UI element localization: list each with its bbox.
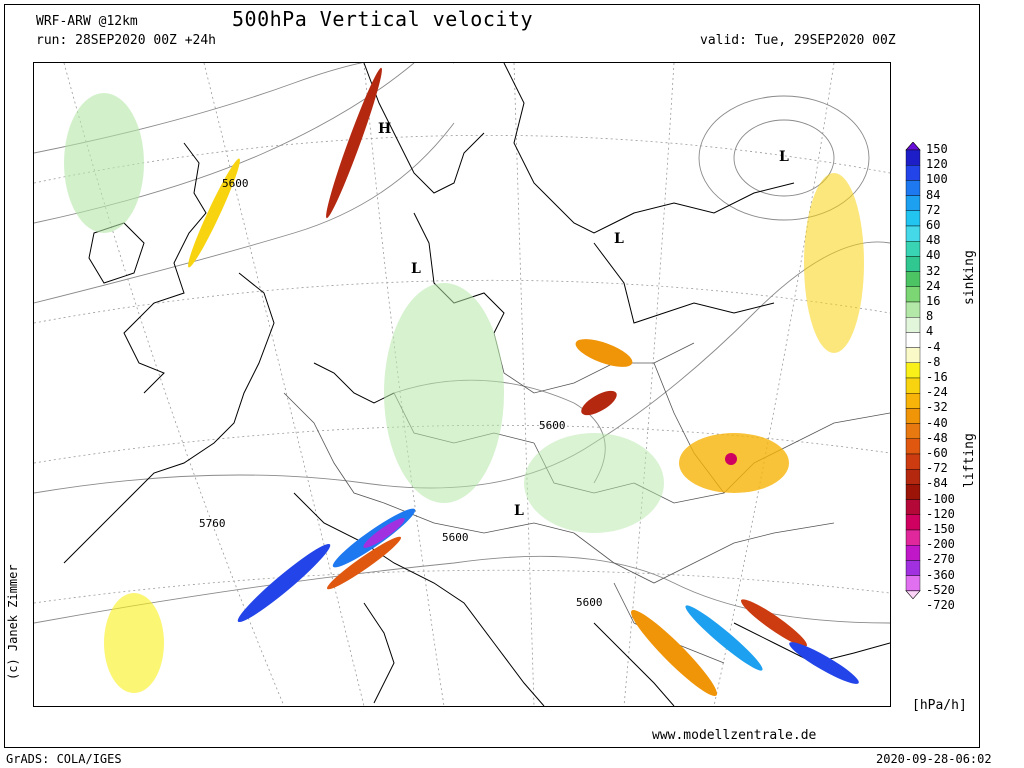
legend-swatch	[905, 195, 921, 211]
legend-swatch	[905, 484, 921, 500]
legend-swatch	[905, 453, 921, 470]
legend-tick-label: -720	[926, 598, 955, 612]
velocity-field	[64, 67, 864, 697]
legend-tick-label: -16	[926, 370, 948, 384]
legend-swatch	[905, 210, 921, 227]
legend-swatch	[905, 438, 921, 455]
legend-tick-label: 40	[926, 248, 941, 263]
color-legend-bar	[905, 142, 921, 600]
legend-tick-label: -32	[926, 400, 948, 415]
legend-tick-label: -150	[926, 522, 955, 536]
legend-tick-label: -48	[926, 430, 948, 445]
coastlines	[63, 63, 890, 706]
legend-tick-label: 100	[926, 172, 948, 187]
legend-tick-label: -100	[926, 491, 955, 506]
legend-swatch	[905, 575, 921, 592]
legend-swatch	[905, 514, 921, 531]
pressure-label-low-1: L	[779, 149, 789, 165]
legend-swatch	[905, 545, 921, 561]
contour-label-4: 5600	[576, 596, 603, 609]
legend-swatch	[905, 499, 921, 516]
pressure-label-low-2: L	[614, 231, 624, 247]
legend-swatch	[905, 332, 921, 348]
legend-swatch	[905, 149, 921, 166]
legend-tick-label: -200	[926, 537, 955, 552]
generation-timestamp: 2020-09-28-06:02	[876, 752, 992, 766]
legend-sinking-label: sinking	[962, 250, 977, 305]
legend-tick-label: -40	[926, 415, 948, 430]
legend-swatch	[905, 165, 921, 181]
model-label: WRF-ARW @12km	[36, 14, 138, 29]
legend-tick-label: 8	[926, 309, 934, 324]
legend-tick-label: -8	[926, 354, 941, 369]
legend-tick-label: -72	[926, 461, 948, 476]
valid-time-label: valid: Tue, 29SEP2020 00Z	[700, 33, 896, 48]
legend-tick-label: 84	[926, 187, 941, 202]
contour-label-1: 5600	[222, 177, 249, 190]
legend-swatch	[905, 423, 921, 440]
legend-lifting-label: lifting	[962, 433, 977, 488]
legend-tick-label: -520	[926, 582, 955, 597]
run-label: run: 28SEP2020 00Z +24h	[36, 33, 217, 48]
legend-swatch	[905, 560, 921, 576]
legend-tick-label: -120	[926, 506, 955, 521]
legend-unit: [hPa/h]	[912, 698, 967, 713]
legend-swatch	[905, 271, 921, 288]
legend-swatch	[905, 316, 921, 333]
weather-map: H L L L L 5600 5600 5600 5600 5760	[33, 62, 891, 707]
legend-tick-label: 150	[926, 142, 948, 156]
contour-label-3: 5600	[442, 531, 469, 544]
legend-swatch	[905, 347, 921, 364]
legend-swatch	[905, 469, 921, 485]
legend-swatch	[905, 377, 921, 394]
legend-swatch-bottom-arrow	[905, 590, 921, 600]
legend-swatch	[905, 392, 921, 409]
legend-tick-label: -4	[926, 339, 941, 354]
website-link[interactable]: www.modellzentrale.de	[652, 728, 817, 743]
legend-tick-label: 72	[926, 202, 941, 217]
pressure-label-low-3: L	[411, 261, 421, 277]
legend-tick-label: 32	[926, 263, 941, 278]
software-credit: GrADS: COLA/IGES	[6, 752, 122, 766]
legend-tick-label: -270	[926, 552, 955, 567]
legend-tick-label: -24	[926, 385, 948, 400]
legend-tick-label: 16	[926, 294, 941, 308]
legend-swatch	[905, 240, 921, 257]
legend-tick-label: 120	[926, 157, 948, 172]
legend-swatch-top-arrow	[905, 142, 921, 151]
legend-tick-label: -360	[926, 567, 955, 582]
legend-swatch	[905, 256, 921, 272]
legend-swatch	[905, 529, 921, 546]
legend-tick-label: -60	[926, 446, 948, 460]
legend-swatch	[905, 408, 921, 424]
author-credit: (c) Janek Zimmer	[6, 564, 20, 680]
legend-tick-label: -84	[926, 476, 948, 491]
legend-tick-label: 24	[926, 278, 941, 293]
contour-label-5: 5760	[199, 517, 226, 530]
legend-swatch	[905, 225, 921, 242]
legend-tick-label: 60	[926, 218, 941, 232]
pressure-label-low-4: L	[514, 503, 524, 519]
legend-swatch	[905, 180, 921, 196]
legend-tick-label: 4	[926, 324, 934, 339]
legend-swatch	[905, 362, 921, 379]
chart-title: 500hPa Vertical velocity	[232, 7, 533, 31]
legend-tick-label: 48	[926, 233, 941, 248]
contour-label-2: 5600	[539, 419, 566, 432]
legend-swatch	[905, 286, 921, 303]
pressure-label-high: H	[378, 121, 391, 137]
legend-swatch	[905, 301, 921, 318]
